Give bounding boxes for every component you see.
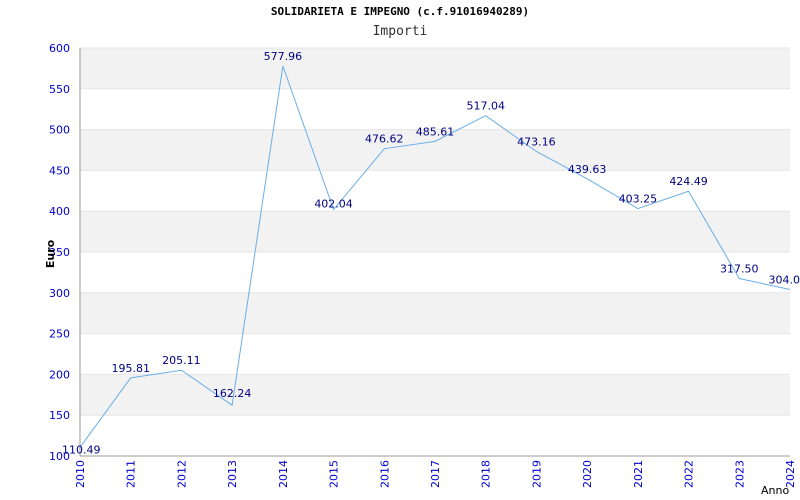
x-tick-label: 2021 (632, 460, 645, 488)
x-tick-label: 2018 (480, 460, 493, 488)
y-tick-label: 500 (49, 124, 70, 137)
grid-lines (80, 47, 790, 416)
data-label: 476.62 (365, 133, 404, 146)
x-tick-label: 2019 (530, 460, 543, 488)
x-tick-label: 2010 (74, 460, 87, 488)
y-tick-label: 600 (49, 42, 70, 55)
y-tick-labels: 100 150 200 250 300 350 400 450 500 550 600 (49, 42, 70, 463)
y-tick-label: 200 (49, 368, 70, 381)
x-tick-label: 2017 (429, 460, 442, 488)
grid-band (80, 129, 790, 171)
grid-band (80, 48, 790, 89)
x-axis-label: Anno (761, 484, 789, 497)
data-label: 110.49 (62, 443, 101, 456)
data-label: 402.04 (314, 198, 353, 211)
y-tick-label: 100 (49, 450, 70, 463)
data-label: 424.49 (669, 175, 708, 188)
data-labels: 110.49 195.81 205.11 162.24 577.96 402.04 476.… (62, 50, 800, 456)
data-label: 195.81 (111, 362, 150, 375)
x-tick-label: 2012 (175, 460, 188, 488)
data-label: 577.96 (264, 50, 303, 63)
data-label: 439.63 (568, 163, 607, 176)
data-label: 205.11 (162, 354, 201, 367)
grid-band (80, 292, 790, 334)
y-tick-label: 350 (49, 246, 70, 259)
data-label: 485.61 (416, 125, 455, 138)
data-label: 317.50 (720, 263, 759, 276)
y-tick-label: 450 (49, 164, 70, 177)
y-tick-label: 400 (49, 205, 70, 218)
chart-title: SOLIDARIETA E IMPEGNO (c.f.91016940289) (270, 5, 530, 18)
x-tick-label: 2013 (226, 460, 239, 488)
series-line (79, 65, 791, 448)
x-tick-label: 2020 (581, 460, 594, 488)
data-label: 473.16 (517, 136, 556, 149)
x-tick-label: 2023 (733, 460, 746, 488)
x-tick-label: 2011 (125, 460, 138, 488)
data-label: 403.25 (619, 193, 658, 206)
x-tick-label: 2014 (277, 460, 290, 488)
y-axis-label: Euro (44, 239, 57, 268)
grid-bands (80, 48, 790, 416)
x-tick-label: 2016 (378, 460, 391, 488)
x-tick-label: 2022 (683, 460, 696, 488)
x-tick-labels: 2010 2011 2012 2013 2014 2015 2016 2017 2018 2019… (74, 460, 797, 488)
data-label: 304.0 (769, 274, 800, 287)
y-tick-label: 300 (49, 287, 70, 300)
chart-subtitle: Importi (372, 24, 428, 39)
grid-band (80, 374, 790, 416)
y-tick-label: 550 (49, 83, 70, 96)
data-label: 162.24 (213, 387, 252, 400)
grid-band (80, 211, 790, 252)
y-tick-label: 250 (49, 328, 70, 341)
data-label: 517.04 (466, 100, 505, 113)
y-tick-label: 150 (49, 409, 70, 422)
x-tick-label: 2015 (328, 460, 341, 488)
x-tick-label: 2024 (784, 460, 797, 488)
